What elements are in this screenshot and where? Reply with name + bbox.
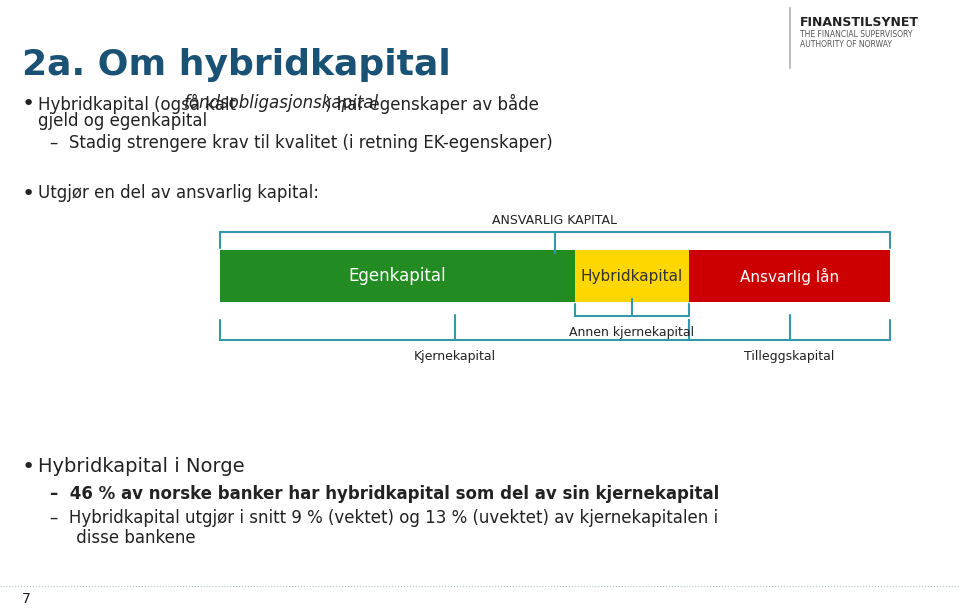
Text: THE FINANCIAL SUPERVISORY
AUTHORITY OF NORWAY: THE FINANCIAL SUPERVISORY AUTHORITY OF N… bbox=[800, 30, 913, 49]
Text: 2a. Om hybridkapital: 2a. Om hybridkapital bbox=[22, 48, 451, 82]
Text: –  46 % av norske banker har hybridkapital som del av sin kjernekapital: – 46 % av norske banker har hybridkapita… bbox=[50, 485, 719, 503]
Text: Hybridkapital i Norge: Hybridkapital i Norge bbox=[38, 457, 245, 476]
FancyBboxPatch shape bbox=[689, 250, 890, 302]
Text: Kjernekapital: Kjernekapital bbox=[414, 350, 495, 363]
Text: Tilleggskapital: Tilleggskapital bbox=[744, 350, 834, 363]
Text: ANSVARLIG KAPITAL: ANSVARLIG KAPITAL bbox=[492, 214, 617, 227]
Text: –  Hybridkapital utgjør i snitt 9 % (vektet) og 13 % (uvektet) av kjernekapitale: – Hybridkapital utgjør i snitt 9 % (vekt… bbox=[50, 509, 718, 547]
Text: Ansvarlig lån: Ansvarlig lån bbox=[740, 268, 839, 284]
Text: 7: 7 bbox=[22, 592, 31, 606]
Text: •: • bbox=[22, 457, 36, 477]
FancyBboxPatch shape bbox=[220, 250, 575, 302]
Text: –  Stadig strengere krav til kvalitet (i retning EK-egenskaper): – Stadig strengere krav til kvalitet (i … bbox=[50, 134, 553, 152]
Text: Hybridkapital (også kalt: Hybridkapital (også kalt bbox=[38, 94, 241, 114]
Text: Utgjør en del av ansvarlig kapital:: Utgjør en del av ansvarlig kapital: bbox=[38, 184, 319, 202]
Text: •: • bbox=[22, 94, 36, 114]
Text: •: • bbox=[22, 184, 36, 204]
Text: FINANSTILSYNET: FINANSTILSYNET bbox=[800, 16, 919, 29]
Text: fondsobligasjonskapital: fondsobligasjonskapital bbox=[184, 94, 379, 113]
Text: gjeld og egenkapital: gjeld og egenkapital bbox=[38, 112, 207, 130]
Text: Egenkapital: Egenkapital bbox=[348, 267, 446, 285]
FancyBboxPatch shape bbox=[575, 250, 689, 302]
Text: Hybridkapital: Hybridkapital bbox=[581, 269, 684, 284]
Text: Annen kjernekapital: Annen kjernekapital bbox=[569, 326, 695, 339]
Text: ) har egenskaper av både: ) har egenskaper av både bbox=[324, 94, 539, 114]
